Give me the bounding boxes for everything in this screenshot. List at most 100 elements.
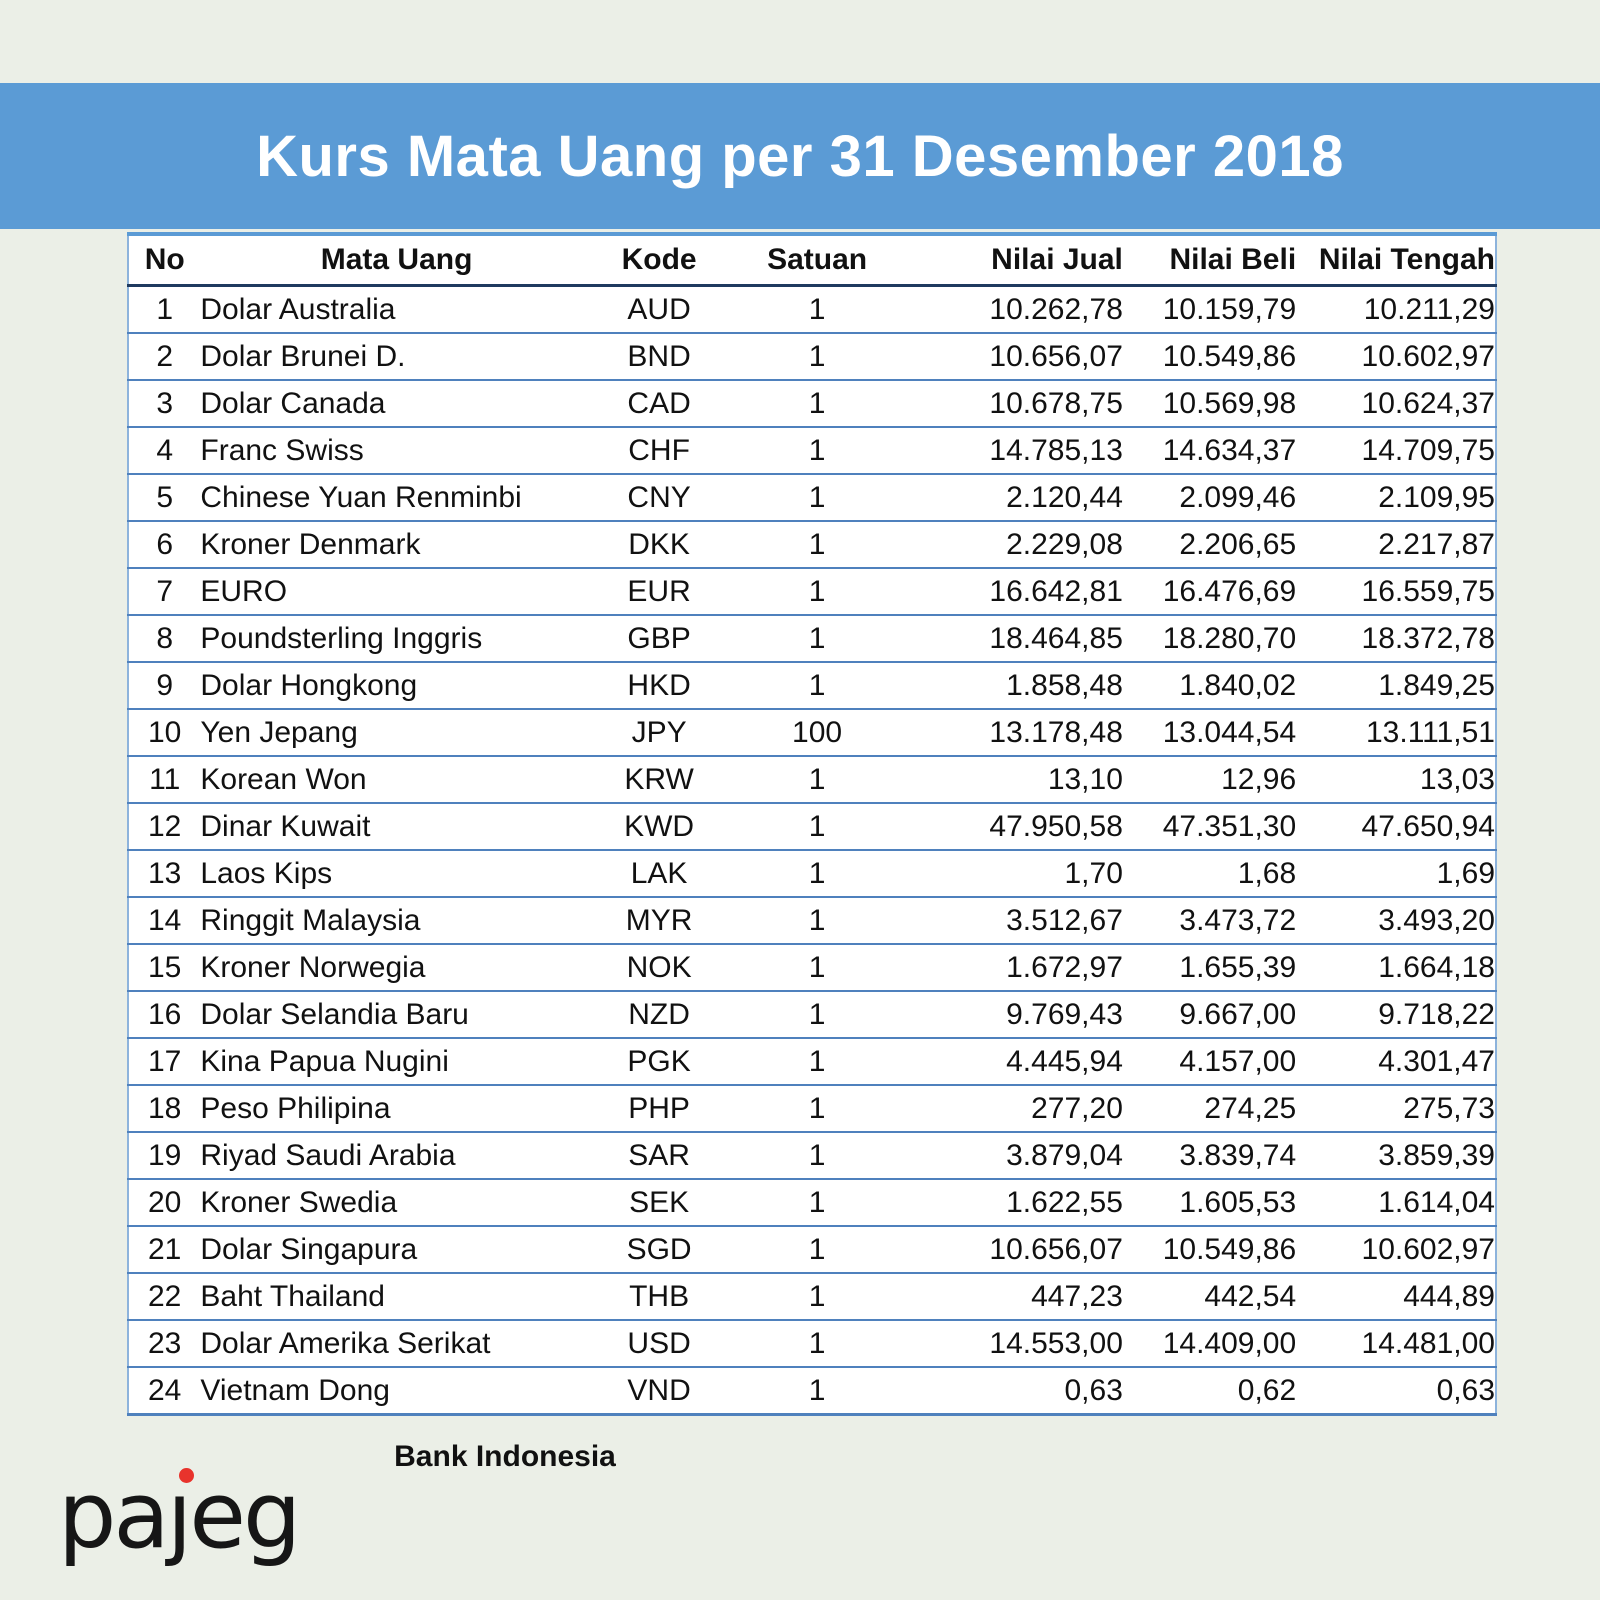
- cell-buy-rate: 10.549,86: [1122, 332, 1297, 381]
- cell-buy-rate: 1.605,53: [1122, 1178, 1297, 1227]
- cell-mid-rate: 13.111,51: [1296, 708, 1496, 757]
- cell-currency-name: Kroner Norwegia: [200, 943, 593, 992]
- table-row: 9 Dolar Hongkong HKD 1 1.858,48 1.840,02…: [128, 661, 1496, 710]
- cell-mid-rate: 10.211,29: [1296, 285, 1496, 334]
- cell-unit: 1: [725, 1037, 909, 1086]
- cell-sell-rate: 10.656,07: [908, 1225, 1123, 1274]
- table-row: 23 Dolar Amerika Serikat USD 1 14.553,00…: [128, 1319, 1496, 1368]
- source-label: Bank Indonesia: [394, 1440, 616, 1473]
- header-code: Kode: [592, 234, 726, 287]
- cell-mid-rate: 16.559,75: [1296, 567, 1496, 616]
- table-row: 5 Chinese Yuan Renminbi CNY 1 2.120,44 2…: [128, 473, 1496, 522]
- header-sell-rate: Nilai Jual: [908, 234, 1123, 287]
- cell-code: GBP: [592, 614, 726, 663]
- cell-sell-rate: 4.445,94: [908, 1037, 1123, 1086]
- cell-sell-rate: 47.950,58: [908, 802, 1123, 851]
- table-body: 1 Dolar Australia AUD 1 10.262,78 10.159…: [128, 285, 1496, 1416]
- cell-sell-rate: 0,63: [908, 1366, 1123, 1416]
- cell-no: 2: [128, 332, 201, 381]
- header-unit: Satuan: [725, 234, 909, 287]
- cell-no: 12: [128, 802, 201, 851]
- cell-buy-rate: 16.476,69: [1122, 567, 1297, 616]
- cell-buy-rate: 0,62: [1122, 1366, 1297, 1416]
- cell-unit: 1: [725, 567, 909, 616]
- cell-unit: 1: [725, 802, 909, 851]
- cell-unit: 1: [725, 285, 909, 334]
- cell-currency-name: Dolar Selandia Baru: [200, 990, 593, 1039]
- cell-mid-rate: 3.493,20: [1296, 896, 1496, 945]
- cell-buy-rate: 10.159,79: [1122, 285, 1297, 334]
- cell-code: KRW: [592, 755, 726, 804]
- cell-no: 20: [128, 1178, 201, 1227]
- cell-buy-rate: 2.099,46: [1122, 473, 1297, 522]
- cell-unit: 1: [725, 1084, 909, 1133]
- cell-code: BND: [592, 332, 726, 381]
- cell-code: KWD: [592, 802, 726, 851]
- cell-sell-rate: 1.672,97: [908, 943, 1123, 992]
- cell-buy-rate: 1,68: [1122, 849, 1297, 898]
- cell-currency-name: Vietnam Dong: [200, 1366, 593, 1416]
- cell-no: 5: [128, 473, 201, 522]
- cell-code: USD: [592, 1319, 726, 1368]
- cell-mid-rate: 10.602,97: [1296, 332, 1496, 381]
- table-row: 16 Dolar Selandia Baru NZD 1 9.769,43 9.…: [128, 990, 1496, 1039]
- cell-mid-rate: 2.217,87: [1296, 520, 1496, 569]
- cell-unit: 1: [725, 379, 909, 428]
- cell-sell-rate: 10.656,07: [908, 332, 1123, 381]
- cell-currency-name: Laos Kips: [200, 849, 593, 898]
- cell-buy-rate: 13.044,54: [1122, 708, 1297, 757]
- cell-unit: 1: [725, 1366, 909, 1416]
- cell-currency-name: Korean Won: [200, 755, 593, 804]
- cell-sell-rate: 2.229,08: [908, 520, 1123, 569]
- cell-sell-rate: 18.464,85: [908, 614, 1123, 663]
- cell-no: 21: [128, 1225, 201, 1274]
- cell-no: 18: [128, 1084, 201, 1133]
- cell-unit: 1: [725, 332, 909, 381]
- header-mid-rate: Nilai Tengah: [1296, 234, 1496, 287]
- cell-buy-rate: 12,96: [1122, 755, 1297, 804]
- cell-sell-rate: 1.858,48: [908, 661, 1123, 710]
- cell-currency-name: Riyad Saudi Arabia: [200, 1131, 593, 1180]
- cell-sell-rate: 447,23: [908, 1272, 1123, 1321]
- table-row: 18 Peso Philipina PHP 1 277,20 274,25 27…: [128, 1084, 1496, 1133]
- cell-currency-name: Dolar Australia: [200, 285, 593, 334]
- cell-code: CNY: [592, 473, 726, 522]
- cell-mid-rate: 275,73: [1296, 1084, 1496, 1133]
- cell-currency-name: Dolar Hongkong: [200, 661, 593, 710]
- cell-code: JPY: [592, 708, 726, 757]
- cell-no: 7: [128, 567, 201, 616]
- cell-no: 10: [128, 708, 201, 757]
- cell-no: 6: [128, 520, 201, 569]
- cell-no: 13: [128, 849, 201, 898]
- cell-no: 19: [128, 1131, 201, 1180]
- cell-currency-name: Kroner Swedia: [200, 1178, 593, 1227]
- cell-buy-rate: 47.351,30: [1122, 802, 1297, 851]
- cell-unit: 1: [725, 1272, 909, 1321]
- logo-text-part2: ȷ: [166, 1462, 193, 1569]
- exchange-rate-table: No Mata Uang Kode Satuan Nilai Jual Nila…: [127, 232, 1497, 1416]
- cell-sell-rate: 10.262,78: [908, 285, 1123, 334]
- cell-buy-rate: 10.549,86: [1122, 1225, 1297, 1274]
- cell-sell-rate: 14.553,00: [908, 1319, 1123, 1368]
- table-row: 11 Korean Won KRW 1 13,10 12,96 13,03: [128, 755, 1496, 804]
- cell-currency-name: Dolar Amerika Serikat: [200, 1319, 593, 1368]
- logo-red-dot-icon: [179, 1468, 194, 1483]
- cell-sell-rate: 1.622,55: [908, 1178, 1123, 1227]
- cell-mid-rate: 10.602,97: [1296, 1225, 1496, 1274]
- cell-code: AUD: [592, 285, 726, 334]
- cell-unit: 1: [725, 1225, 909, 1274]
- cell-unit: 1: [725, 614, 909, 663]
- cell-sell-rate: 16.642,81: [908, 567, 1123, 616]
- cell-sell-rate: 13.178,48: [908, 708, 1123, 757]
- cell-mid-rate: 13,03: [1296, 755, 1496, 804]
- table-row: 12 Dinar Kuwait KWD 1 47.950,58 47.351,3…: [128, 802, 1496, 851]
- cell-currency-name: Yen Jepang: [200, 708, 593, 757]
- cell-mid-rate: 0,63: [1296, 1366, 1496, 1416]
- cell-no: 1: [128, 285, 201, 334]
- table-row: 21 Dolar Singapura SGD 1 10.656,07 10.54…: [128, 1225, 1496, 1274]
- cell-mid-rate: 1.614,04: [1296, 1178, 1496, 1227]
- cell-unit: 1: [725, 661, 909, 710]
- cell-buy-rate: 442,54: [1122, 1272, 1297, 1321]
- cell-currency-name: Baht Thailand: [200, 1272, 593, 1321]
- cell-no: 11: [128, 755, 201, 804]
